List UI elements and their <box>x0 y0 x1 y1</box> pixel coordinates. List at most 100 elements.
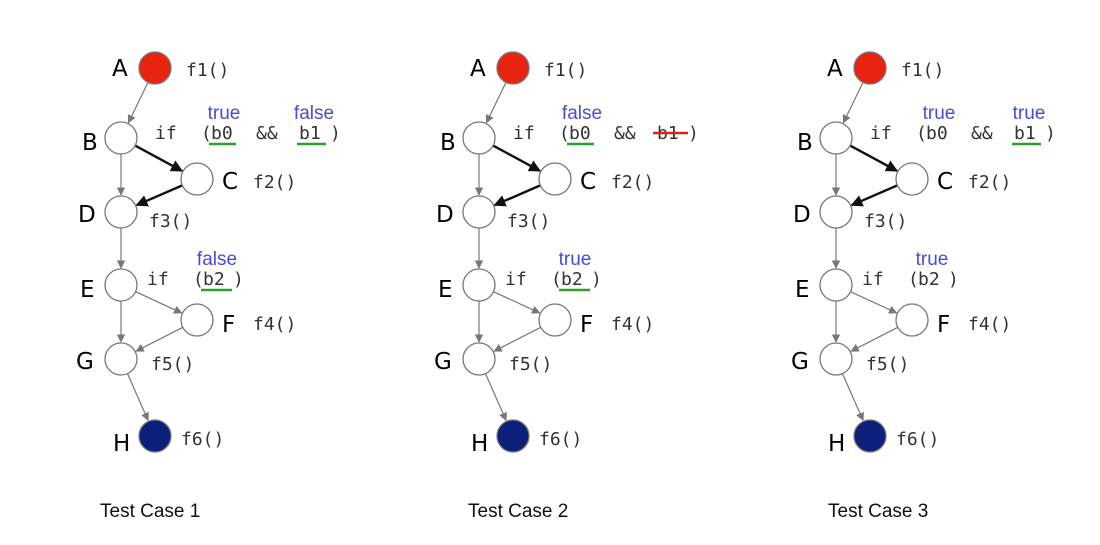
node-b <box>104 121 138 155</box>
node-label-f: F <box>222 312 235 338</box>
node-label-a: A <box>827 56 843 82</box>
cond1-close-paren: ) <box>330 123 341 144</box>
edge-b-c <box>849 144 899 172</box>
edge-c-d <box>850 184 898 207</box>
node-label-f: F <box>580 312 593 338</box>
node-label-c: C <box>937 169 953 195</box>
edge-g-h <box>841 373 864 422</box>
cond1-if-keyword: if <box>155 123 177 144</box>
annotation-b1: false <box>294 103 334 124</box>
annotation-b0: false <box>562 103 602 124</box>
node-label-h: H <box>113 431 130 457</box>
func-label-f6: f6() <box>539 429 582 450</box>
edge-g-h <box>484 373 507 422</box>
cond1-open-paren: ( <box>559 123 570 144</box>
node-f <box>895 303 929 337</box>
cond1-var-b1: b1 <box>1014 123 1036 144</box>
node-label-h: H <box>828 431 845 457</box>
edge-e-f <box>850 291 898 314</box>
edge-a-b <box>485 82 507 124</box>
node-a <box>496 51 530 85</box>
cond2-if-keyword: if <box>147 269 169 290</box>
cond1-close-paren: ) <box>1045 123 1056 144</box>
edge-c-d <box>135 184 183 207</box>
node-b <box>819 121 853 155</box>
cond1-var-b0: b0 <box>926 123 948 144</box>
node-label-g: G <box>76 349 94 375</box>
cond2-close-paren: ) <box>233 269 244 290</box>
node-g <box>462 342 496 376</box>
edge-a-b <box>842 82 864 124</box>
node-d <box>462 195 496 229</box>
edge-c-d <box>493 184 541 207</box>
test-case-caption: Test Case 3 <box>828 501 928 522</box>
test-case-caption: Test Case 2 <box>468 501 568 522</box>
cond2-close-paren: ) <box>591 269 602 290</box>
func-label-f4: f4() <box>611 314 654 335</box>
cond1-open-paren: ( <box>916 123 927 144</box>
cond1-and-operator: && <box>256 123 278 144</box>
func-label-f5: f5() <box>151 354 194 375</box>
cond2-close-paren: ) <box>948 269 959 290</box>
node-h <box>853 419 887 453</box>
edge-g-h <box>126 373 149 422</box>
node-g <box>819 342 853 376</box>
node-label-g: G <box>434 349 452 375</box>
cond1-and-operator: && <box>614 123 636 144</box>
node-c <box>538 162 572 196</box>
node-e <box>104 268 138 302</box>
func-label-f5: f5() <box>509 354 552 375</box>
cond2-open-paren: ( <box>908 269 919 290</box>
func-label-f6: f6() <box>181 429 224 450</box>
node-label-a: A <box>470 56 486 82</box>
edge-f-g <box>493 326 542 352</box>
node-label-h: H <box>471 431 488 457</box>
cond1-if-keyword: if <box>870 123 892 144</box>
edge-e-f <box>135 291 183 314</box>
func-label-f1: f1() <box>186 60 229 81</box>
cond1-open-paren: ( <box>201 123 212 144</box>
edge-a-b <box>127 82 149 124</box>
node-f <box>538 303 572 337</box>
func-label-f6: f6() <box>896 429 939 450</box>
cond1-var-b0: b0 <box>211 123 233 144</box>
edge-e-f <box>493 291 541 314</box>
node-a <box>853 51 887 85</box>
edge-b-c <box>134 144 184 172</box>
node-f <box>180 303 214 337</box>
func-label-f4: f4() <box>253 314 296 335</box>
edge-b-c <box>492 144 542 172</box>
node-label-c: C <box>580 169 596 195</box>
node-label-e: E <box>80 277 95 303</box>
annotation-b0: true <box>208 103 241 124</box>
func-label-f3: f3() <box>507 211 550 232</box>
annotation-b2: true <box>916 249 949 270</box>
node-a <box>138 51 172 85</box>
cond1-close-paren: ) <box>688 123 699 144</box>
node-e <box>819 268 853 302</box>
func-label-f2: f2() <box>611 172 654 193</box>
edge-f-g <box>850 326 899 352</box>
func-label-f2: f2() <box>968 172 1011 193</box>
annotation-b1: true <box>1013 103 1046 124</box>
annotation-b0: true <box>923 103 956 124</box>
node-d <box>819 195 853 229</box>
node-label-e: E <box>438 277 453 303</box>
node-c <box>180 162 214 196</box>
annotation-b2: false <box>197 249 237 270</box>
node-label-d: D <box>793 202 811 228</box>
node-label-c: C <box>222 169 238 195</box>
node-label-f: F <box>937 312 950 338</box>
func-label-f3: f3() <box>864 211 907 232</box>
annotation-b2: true <box>559 249 592 270</box>
node-e <box>462 268 496 302</box>
cond2-open-paren: ( <box>551 269 562 290</box>
edge-f-g <box>135 326 184 352</box>
cond1-if-keyword: if <box>513 123 535 144</box>
func-label-f3: f3() <box>149 211 192 232</box>
node-label-d: D <box>78 202 96 228</box>
node-d <box>104 195 138 229</box>
